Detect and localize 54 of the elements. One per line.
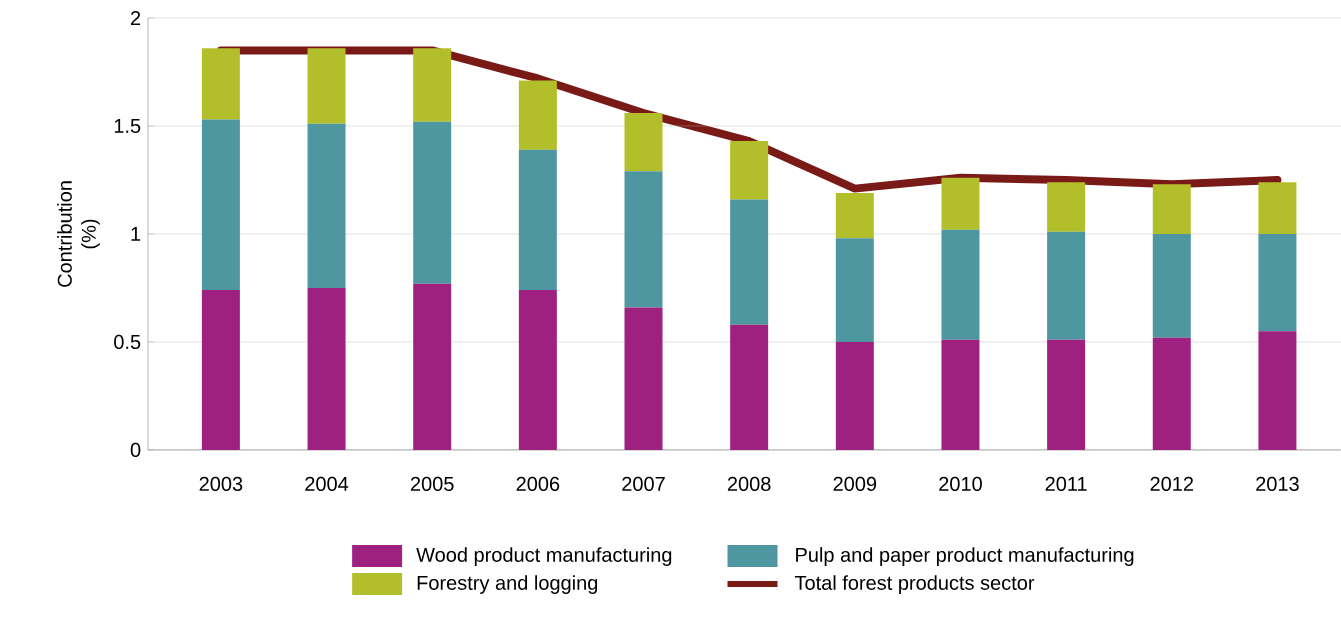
x-tick-label: 2013 [1256, 476, 1299, 492]
bar [730, 141, 769, 200]
bar [941, 339, 980, 450]
bar [730, 199, 769, 325]
bar [518, 149, 557, 291]
y-tick-label: 0.5 [114, 334, 141, 350]
bar [1047, 182, 1086, 232]
bar [413, 121, 452, 284]
bar [1047, 339, 1086, 450]
y-tick-label: 0 [130, 442, 141, 458]
bar [1152, 337, 1191, 450]
y-tick-label: 2 [130, 11, 141, 26]
bar [730, 324, 769, 450]
x-tick-label: 2007 [622, 476, 665, 492]
x-tick-label: 2005 [410, 476, 454, 492]
bar [413, 48, 452, 122]
x-tick-label: 2010 [939, 476, 982, 492]
legend-label: Wood product manufacturing [416, 547, 672, 566]
bar [518, 290, 557, 450]
bar [624, 113, 663, 172]
x-tick-label: 2006 [516, 476, 560, 492]
x-tick-label: 2004 [305, 476, 349, 492]
bar [307, 288, 346, 450]
bar [941, 229, 980, 340]
x-tick-label: 2012 [1150, 476, 1194, 492]
bar [413, 283, 452, 450]
bar [624, 171, 663, 308]
x-tick-label: 2009 [833, 476, 877, 492]
bar [201, 290, 240, 450]
x-tick-label: 2008 [727, 476, 771, 492]
bar [835, 238, 874, 342]
y-axis-title: Contribution (%) [57, 181, 100, 287]
y-tick-label: 1.5 [114, 119, 141, 134]
bar [1258, 331, 1297, 450]
y-tick-label: 1 [131, 227, 141, 241]
bar [307, 48, 346, 124]
x-tick-label: 2003 [199, 476, 243, 492]
bar [941, 177, 980, 230]
bar [307, 123, 346, 288]
bar [835, 192, 874, 239]
legend-label: Pulp and paper product manufacturing [796, 547, 1134, 566]
bar [1258, 182, 1297, 235]
legend-label: Total forest products sector [794, 575, 1035, 594]
bar [201, 119, 240, 291]
x-tick-label: 2011 [1045, 476, 1087, 492]
bar [835, 342, 874, 450]
bar [201, 48, 240, 120]
bar [1152, 184, 1191, 235]
bar [518, 80, 557, 150]
bar [1258, 234, 1297, 332]
bar [624, 307, 663, 450]
bar [1152, 234, 1191, 338]
legend-label: Forestry and logging [417, 575, 598, 594]
bar [1047, 231, 1086, 340]
